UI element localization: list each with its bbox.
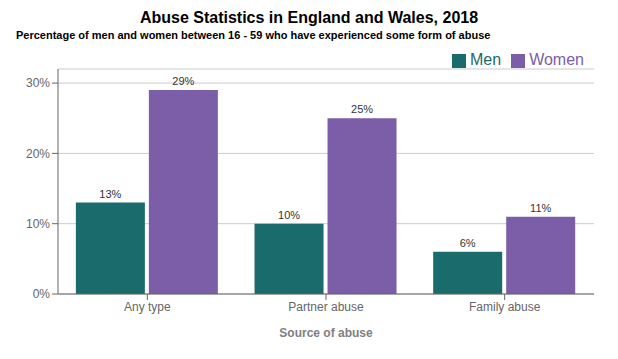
svg-text:Partner abuse: Partner abuse [288,300,364,314]
html-text:Women: Women [529,51,584,68]
svg-text:0%: 0% [33,287,51,301]
html-text:Men: Men [470,51,502,68]
svg-text:Source of abuse: Source of abuse [279,326,373,340]
svg-text:Family abuse: Family abuse [469,300,541,314]
svg-text:29%: 29% [172,75,194,87]
svg-text:6%: 6% [460,237,476,249]
svg-text:30%: 30% [26,76,50,90]
svg-text:10%: 10% [278,209,300,221]
html-text:Percentage of men and women be: Percentage of men and women between 16 -… [16,29,491,41]
svg-text:10%: 10% [26,217,50,231]
svg-text:13%: 13% [99,188,121,200]
svg-text:20%: 20% [26,147,50,161]
svg-text:11%: 11% [530,202,551,214]
svg-text:25%: 25% [351,103,373,115]
html-text:Abuse Statistics in England an: Abuse Statistics in England and Wales, 2… [139,9,479,26]
svg-text:Any type: Any type [124,300,171,314]
